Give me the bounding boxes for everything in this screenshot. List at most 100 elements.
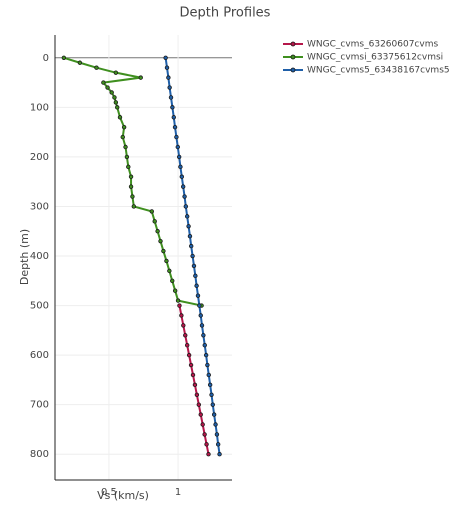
point [131,204,137,209]
y-tick-label: 100 [30,102,49,113]
point [184,343,190,348]
legend-label: WNGC_cvmsi_63375612cvmsi [307,53,443,63]
point [190,253,195,259]
point [187,233,193,239]
point [164,258,169,264]
series-line [178,305,210,455]
point [193,273,198,279]
point [199,323,205,328]
point [200,422,205,427]
point [124,154,130,160]
point [206,452,211,457]
point [174,134,179,140]
point [214,432,220,437]
point [203,352,209,358]
point [120,134,125,140]
point [163,55,168,60]
point [171,115,176,120]
point [128,184,134,189]
point [172,124,178,130]
point [207,382,213,388]
x-tick-label: 0.5 [101,487,117,498]
point [167,85,172,90]
point [117,115,123,120]
point [202,432,207,437]
point [149,209,154,214]
series-line [63,56,202,307]
y-tick-label: 800 [30,449,49,460]
x-axis-title: Vs (km/s) [97,489,149,502]
point [170,278,175,283]
point [206,372,211,378]
point [109,90,114,95]
point [217,452,222,457]
point [215,442,221,447]
point [179,313,184,318]
point [158,238,163,244]
y-tick-label: 600 [30,350,49,361]
point [77,60,83,65]
point [181,323,186,328]
point [197,303,202,308]
y-axis-title: Depth (m) [18,229,31,285]
point [155,229,160,234]
x-tick-label: 1 [175,487,181,498]
point [166,75,171,80]
point [101,80,106,85]
point [175,144,180,150]
point [180,184,186,189]
point [179,174,185,179]
point [177,303,182,308]
point [128,174,134,179]
point [172,288,178,293]
point [192,382,198,388]
point [186,352,192,358]
point [198,313,203,318]
point [205,362,210,368]
point [61,55,67,60]
point [210,402,215,407]
y-tick-label: 200 [30,152,49,163]
point [209,392,214,397]
point [161,248,166,254]
point [201,333,206,338]
point [167,268,172,274]
point [130,194,135,199]
point [112,95,117,100]
point [94,65,99,70]
point [188,362,194,368]
y-tick-label: 500 [30,301,49,312]
point [194,283,199,288]
point [113,100,119,105]
y-tick-label: 400 [30,251,49,262]
legend-marker [290,54,296,60]
point [190,372,196,378]
chart-title: Depth Profiles [180,6,271,21]
point [196,402,202,407]
point [121,124,127,130]
point [105,85,110,90]
point [126,164,131,170]
point [184,214,190,219]
y-tick-label: 0 [43,53,49,64]
point [175,298,181,303]
point [194,392,200,397]
point [113,70,119,75]
legend-label: WNGC_cvms_63260607cvms [307,40,438,50]
point [211,412,217,417]
point [178,164,183,170]
legend-marker [290,67,296,73]
legend-label: WNGC_cvms5_63438167cvms5 [307,66,450,76]
point [182,194,187,199]
point [198,412,203,417]
y-tick-label: 700 [30,400,49,411]
point [213,422,218,427]
point [204,442,209,447]
point [170,105,175,110]
point [189,243,194,249]
point [164,65,170,70]
point [176,154,182,160]
point [195,293,201,298]
point [186,224,191,229]
point [183,333,188,338]
